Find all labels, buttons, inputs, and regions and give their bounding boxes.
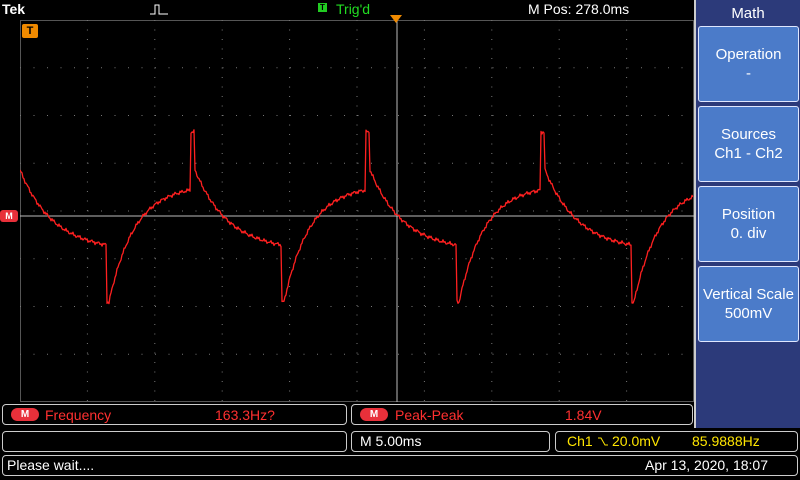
waveform-graticule — [20, 20, 694, 402]
measurement-frequency[interactable] — [2, 404, 347, 425]
date-time: Apr 13, 2020, 18:07 — [645, 457, 768, 473]
trigger-frequency: 85.9888Hz — [692, 433, 760, 449]
empty-readout — [2, 431, 347, 452]
measurement-peak-peak[interactable] — [351, 404, 693, 425]
timebase-readout[interactable] — [351, 431, 550, 452]
operation-button[interactable]: Operation - — [698, 26, 799, 102]
math-channel-marker[interactable]: M — [0, 210, 18, 222]
vertical-scale-label: Vertical Scale — [703, 286, 794, 303]
sources-label: Sources — [720, 126, 777, 143]
trigger-icon: T — [318, 3, 327, 12]
trigger-readout[interactable] — [555, 431, 798, 452]
message-bar — [2, 455, 798, 476]
brand-logo: Tek — [2, 1, 26, 17]
trigger-level-marker[interactable]: T — [22, 24, 38, 38]
position-button[interactable]: Position 0. div — [698, 186, 799, 262]
graticule-grid — [20, 20, 694, 402]
measurement-value: 1.84V — [565, 407, 602, 423]
status-message: Please wait.... — [7, 457, 95, 473]
math-waveform-trace — [20, 129, 694, 305]
sources-button[interactable]: Sources Ch1 - Ch2 — [698, 106, 799, 182]
trigger-channel: Ch1 — [567, 433, 593, 449]
pulse-icon — [150, 4, 168, 15]
measurement-name: Frequency — [45, 407, 112, 423]
sources-value: Ch1 - Ch2 — [714, 145, 783, 162]
position-value: 0. div — [730, 225, 767, 242]
math-badge-icon: M — [11, 408, 39, 421]
trigger-status: Trig'd — [336, 1, 371, 17]
math-badge-icon: M — [360, 408, 388, 421]
trigger-position-marker — [390, 15, 402, 23]
operation-value: - — [746, 65, 751, 82]
vertical-scale-value: 500mV — [724, 305, 773, 322]
menu-title: Math — [731, 5, 765, 22]
status-header — [0, 0, 694, 20]
falling-edge-icon — [598, 437, 608, 446]
operation-label: Operation — [715, 46, 782, 63]
vertical-scale-button[interactable]: Vertical Scale 500mV — [698, 266, 799, 342]
trigger-level-value: 20.0mV — [612, 433, 661, 449]
measurement-name: Peak-Peak — [395, 407, 464, 423]
timebase-value: M 5.00ms — [360, 433, 422, 449]
position-label: Position — [721, 206, 776, 223]
horizontal-position: M Pos: 278.0ms — [528, 1, 630, 17]
measurement-value: 163.3Hz? — [215, 407, 275, 423]
